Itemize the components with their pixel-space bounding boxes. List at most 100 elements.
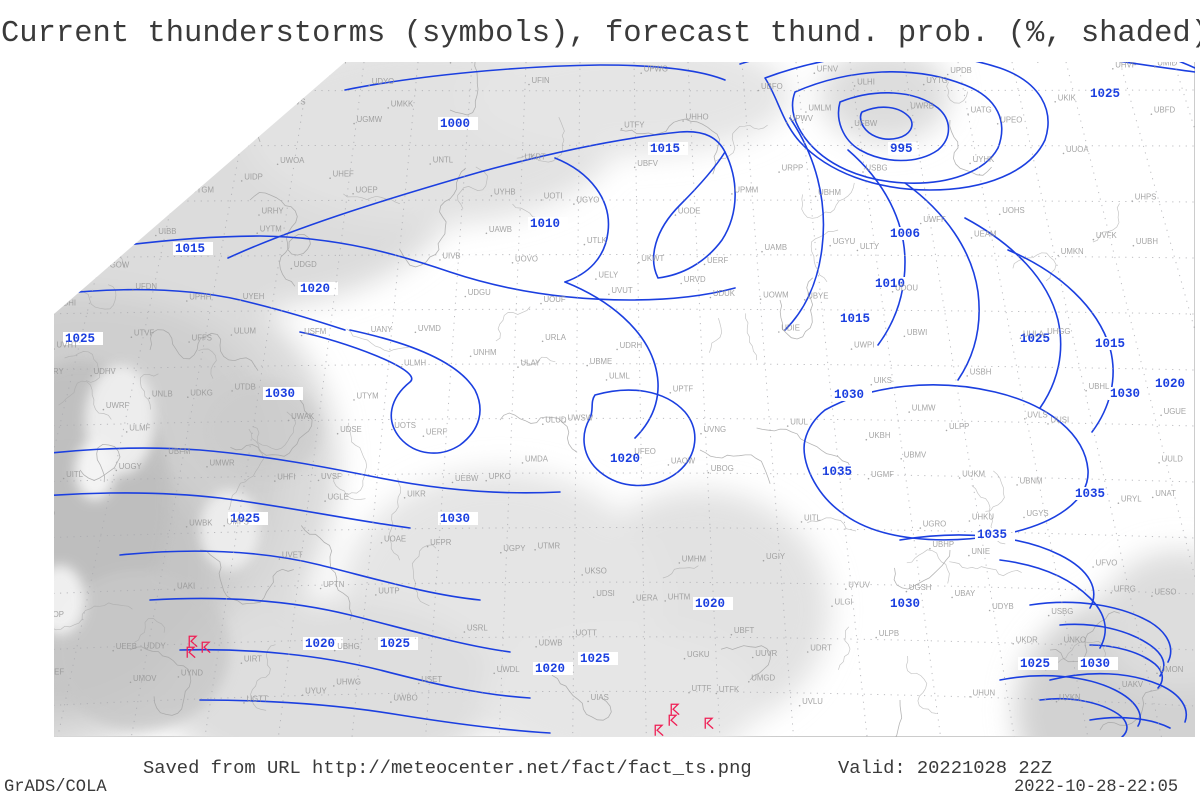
svg-text:UVHT: UVHT [57,341,78,350]
svg-text:UNIE: UNIE [971,547,990,556]
svg-text:1030: 1030 [265,387,295,401]
svg-text:UKVS: UKVS [284,98,305,107]
svg-text:UHHO: UHHO [686,113,709,122]
svg-text:UMGD: UMGD [751,673,775,682]
svg-text:ULAY: ULAY [521,359,542,368]
svg-text:UGSU: UGSU [453,54,476,63]
svg-text:UDSI: UDSI [596,589,615,598]
svg-text:ULUD: ULUD [545,416,567,425]
svg-text:URVD: URVD [684,275,706,284]
svg-text:UDHV: UDHV [94,367,117,376]
svg-text:1030: 1030 [890,597,920,611]
svg-text:USBH: USBH [970,367,992,376]
svg-text:1030: 1030 [834,388,864,402]
svg-text:1000: 1000 [440,117,470,131]
svg-text:UTYM: UTYM [357,391,379,400]
svg-text:USBG: USBG [866,164,888,173]
svg-text:UOEP: UOEP [356,185,378,194]
svg-text:UNKO: UNKO [1064,635,1087,644]
svg-text:UVFK: UVFK [1096,231,1118,240]
svg-text:UATG: UATG [971,106,992,115]
svg-text:UTFK: UTFK [719,685,740,694]
svg-text:1020: 1020 [695,597,725,611]
svg-text:UPTN: UPTN [323,580,344,589]
svg-text:UYHK: UYHK [973,155,995,164]
svg-text:UTVF: UTVF [134,329,155,338]
svg-text:UOGY: UOGY [119,462,143,471]
svg-text:UOTI: UOTI [544,192,563,201]
svg-text:UHTM: UHTM [668,592,691,601]
svg-text:UBHM: UBHM [818,188,841,197]
svg-text:UYKN: UYKN [1059,693,1081,702]
svg-text:UESW: UESW [189,96,213,105]
svg-text:UHWG: UHWG [336,677,361,686]
svg-text:UTMR: UTMR [538,541,561,550]
svg-text:UMKK: UMKK [391,99,414,108]
svg-text:UBHP: UBHP [932,540,954,549]
svg-text:1015: 1015 [840,312,870,326]
svg-text:UAOW: UAOW [671,456,696,465]
svg-text:UVET: UVET [282,551,303,560]
svg-text:UIKS: UIKS [874,376,892,385]
svg-text:UAWB: UAWB [489,225,512,234]
svg-text:UYWW: UYWW [167,141,193,150]
svg-text:UITL: UITL [804,513,822,522]
svg-text:UGYU: UGYU [833,237,856,246]
svg-text:UANY: UANY [371,325,393,334]
svg-text:UFNV: UFNV [817,65,839,74]
svg-text:UGTS: UGTS [51,111,73,120]
svg-text:ULTY: ULTY [860,242,880,251]
svg-text:UDRY: UDRY [42,367,65,376]
svg-text:1020: 1020 [300,282,330,296]
svg-text:ULSN: ULSN [1040,53,1061,62]
svg-text:UOUF: UOUF [544,295,566,304]
svg-text:UGYO: UGYO [576,196,599,205]
svg-text:UDWB: UDWB [539,638,563,647]
svg-text:UODE: UODE [678,207,701,216]
svg-text:UPTF: UPTF [673,384,694,393]
svg-text:UMDA: UMDA [525,454,549,463]
svg-text:UOPH: UOPH [111,152,134,161]
svg-text:UWPI: UWPI [854,341,874,350]
svg-text:UFFS: UFFS [192,334,212,343]
svg-text:1030: 1030 [440,512,470,526]
svg-text:UYUV: UYUV [848,581,870,590]
svg-text:UGMF: UGMF [871,470,894,479]
svg-text:UHPS: UHPS [1135,193,1157,202]
svg-text:UUVR: UUVR [755,649,777,658]
svg-text:UHKU: UHKU [972,513,994,522]
svg-text:URPP: URPP [782,164,804,173]
svg-text:UGUE: UGUE [1164,407,1187,416]
svg-text:URHY: URHY [262,207,285,216]
svg-text:UVNG: UVNG [704,425,727,434]
svg-text:UMKN: UMKN [1061,247,1084,256]
svg-text:UHGG: UHGG [1047,327,1070,336]
svg-text:UBAY: UBAY [955,589,976,598]
svg-text:UWOA: UWOA [280,156,305,165]
svg-text:UFPR: UFPR [430,538,452,547]
svg-text:UFEO: UFEO [634,447,656,456]
svg-text:UHFI: UHFI [277,473,295,482]
svg-text:ULGI: ULGI [835,598,853,607]
svg-text:UAMB: UAMB [765,243,788,252]
svg-text:UOTT: UOTT [576,628,597,637]
svg-text:1006: 1006 [890,227,920,241]
svg-text:UPDB: UPDB [950,66,972,75]
svg-text:1015: 1015 [650,142,680,156]
svg-text:UYTM: UYTM [260,225,282,234]
svg-text:UTFY: UTFY [624,120,645,129]
svg-text:1025: 1025 [580,652,610,666]
svg-text:UIDP: UIDP [244,172,263,181]
svg-text:UDGU: UDGU [468,288,491,297]
svg-text:UMON: UMON [1160,665,1184,674]
svg-text:1020: 1020 [305,637,335,651]
svg-text:UOHS: UOHS [1002,206,1025,215]
svg-text:UBYE: UBYE [807,291,828,300]
svg-text:UMHM: UMHM [682,554,706,563]
svg-text:UBHI: UBHI [57,298,76,307]
svg-text:UKRT: UKRT [525,152,546,161]
svg-text:UWBO: UWBO [393,694,417,703]
svg-text:UWBK: UWBK [189,518,213,527]
svg-text:USBG: USBG [1051,607,1073,616]
svg-text:UGRO: UGRO [923,520,946,529]
